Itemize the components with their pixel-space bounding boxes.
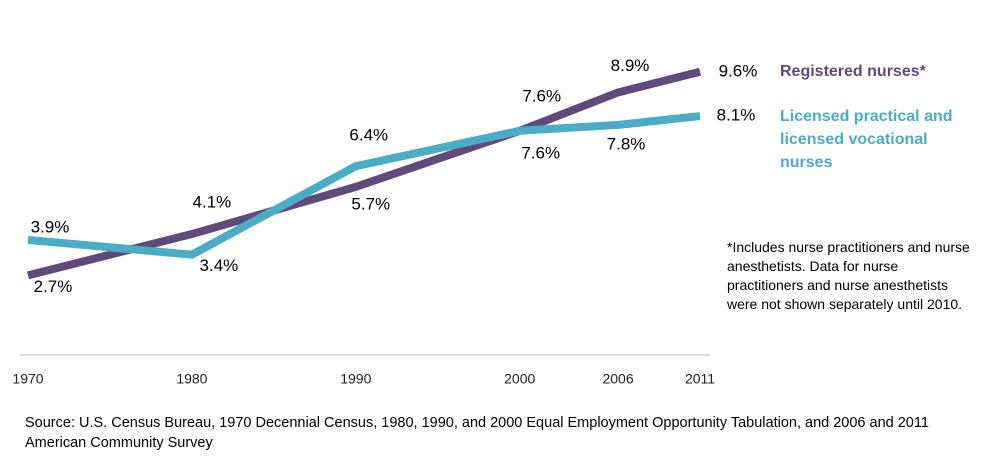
series-label: Licensed practical and licensed vocation… — [780, 108, 953, 171]
value-label: 6.4% — [349, 126, 388, 145]
series-line — [27, 67, 701, 280]
value-label: 7.6% — [521, 143, 560, 162]
value-label: 7.8% — [607, 134, 646, 153]
value-label: 4.1% — [193, 193, 232, 212]
x-tick-label: 1980 — [176, 371, 207, 387]
x-tick-label: 1970 — [12, 371, 43, 387]
value-label: 3.4% — [200, 256, 239, 275]
x-tick-label: 2006 — [602, 371, 633, 387]
footnote: *Includes nurse practitioners and nurse … — [727, 239, 970, 312]
value-label: 3.9% — [31, 217, 70, 236]
value-label: 9.6% — [719, 61, 758, 80]
value-label: 5.7% — [351, 194, 390, 213]
value-label: 8.1% — [717, 106, 756, 125]
series-label: Registered nurses* — [780, 63, 926, 80]
value-label: 7.6% — [522, 86, 561, 105]
series-line — [27, 112, 701, 259]
x-tick-label: 2000 — [504, 371, 535, 387]
value-label: 8.9% — [611, 56, 650, 75]
value-label: 2.7% — [34, 277, 73, 296]
x-tick-label: 2011 — [685, 371, 715, 387]
x-tick-label: 1990 — [340, 371, 371, 387]
source-note: Source: U.S. Census Bureau, 1970 Decenni… — [25, 415, 929, 451]
